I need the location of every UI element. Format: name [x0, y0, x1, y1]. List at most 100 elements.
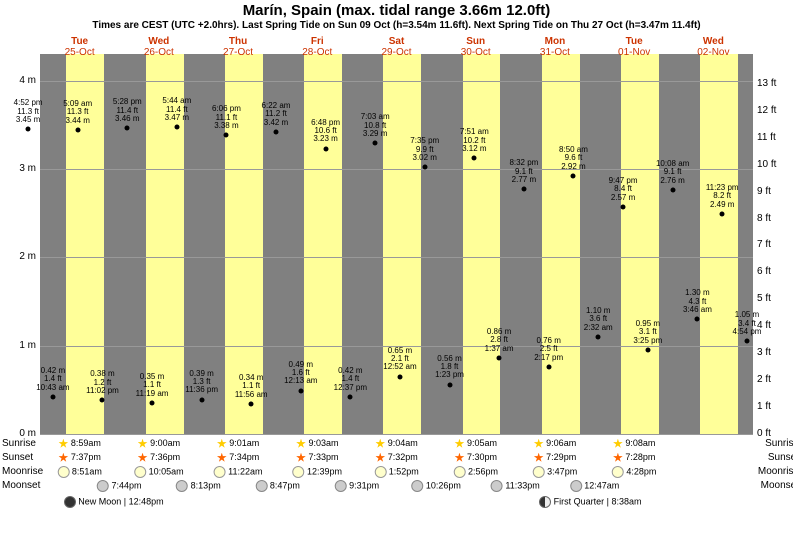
y-tick-ft: 6 ft	[757, 266, 793, 277]
tide-point	[571, 173, 576, 178]
tide-point	[348, 394, 353, 399]
day-header: Sun30-Oct	[451, 36, 501, 58]
footer-cell: 7:29pm	[534, 452, 577, 463]
high-tide-label: 6:48 pm10.6 ft3.23 m	[311, 119, 340, 144]
tide-point	[274, 129, 279, 134]
high-tide-label: 11:23 pm8.2 ft2.49 m	[706, 184, 739, 209]
footer-cell: 8:47pm	[255, 480, 300, 492]
low-tide-label: 1.30 m4.3 ft3:46 am	[683, 289, 712, 314]
day-header: Tue01-Nov	[609, 36, 659, 58]
footer-cell: 9:03am	[296, 438, 339, 449]
tide-point	[645, 348, 650, 353]
footer-cell: 9:01am	[217, 438, 260, 449]
day-header: Sat29-Oct	[372, 36, 422, 58]
tide-point	[447, 382, 452, 387]
high-tide-label: 5:44 am11.4 ft3.47 m	[162, 97, 191, 122]
footer-cell: 7:36pm	[138, 452, 181, 463]
low-tide-label: 0.56 m1.8 ft1:23 pm	[435, 355, 464, 380]
tide-point	[174, 125, 179, 130]
low-tide-label: 0.76 m2.5 ft2:17 pm	[534, 337, 563, 362]
footer-cell: 9:08am	[613, 438, 656, 449]
footer-cell: 7:44pm	[97, 480, 142, 492]
footer-cell: 7:34pm	[217, 452, 260, 463]
moon-phase: New Moon | 12:48pm	[64, 496, 164, 508]
footer-cell: 9:06am	[534, 438, 577, 449]
footer-cell: 7:30pm	[454, 452, 497, 463]
y-tick-ft: 3 ft	[757, 347, 793, 358]
tide-point	[26, 127, 31, 132]
y-tick-m: 4 m	[0, 75, 36, 86]
footer-cell: 2:56pm	[453, 466, 498, 478]
day-header: Fri28-Oct	[292, 36, 342, 58]
chart-title: Marín, Spain (max. tidal range 3.66m 12.…	[0, 2, 793, 19]
footer-cell: 10:26pm	[411, 480, 461, 492]
tide-point	[100, 398, 105, 403]
tide-chart: Marín, Spain (max. tidal range 3.66m 12.…	[0, 0, 793, 539]
low-tide-label: 0.38 m1.2 ft11:02 pm	[86, 370, 119, 395]
footer-cell: 1:52pm	[374, 466, 419, 478]
footer-cell: 8:13pm	[176, 480, 221, 492]
day-header: Thu27-Oct	[213, 36, 263, 58]
y-tick-ft: 10 ft	[757, 159, 793, 170]
tide-point	[125, 126, 130, 131]
low-tide-label: 0.42 m1.4 ft12:37 pm	[334, 367, 367, 392]
low-tide-label: 0.95 m3.1 ft3:25 pm	[633, 320, 662, 345]
footer-cell: 9:00am	[138, 438, 181, 449]
footer-cell: 12:47am	[570, 480, 620, 492]
footer-cell: 10:05am	[134, 466, 184, 478]
day-header: Tue25-Oct	[55, 36, 105, 58]
high-tide-label: 8:32 pm9.1 ft2.77 m	[509, 159, 538, 184]
tide-point	[75, 128, 80, 133]
tide-point	[596, 334, 601, 339]
tide-point	[422, 165, 427, 170]
low-tide-label: 1.05 m3.4 ft4:54 pm	[733, 311, 762, 336]
footer-cell: 9:04am	[375, 438, 418, 449]
low-tide-label: 0.65 m2.1 ft12:52 am	[383, 347, 416, 372]
low-tide-label: 1.10 m3.6 ft2:32 am	[584, 307, 613, 332]
y-tick-ft: 12 ft	[757, 105, 793, 116]
day-header: Wed02-Nov	[688, 36, 738, 58]
tide-point	[373, 141, 378, 146]
tide-point	[472, 156, 477, 161]
y-tick-m: 3 m	[0, 163, 36, 174]
footer-cell: 8:51am	[57, 466, 102, 478]
tide-point	[199, 397, 204, 402]
high-tide-label: 4:52 pm11.3 ft3.45 m	[14, 99, 43, 124]
low-tide-label: 0.86 m2.8 ft1:37 am	[485, 328, 514, 353]
tide-point	[745, 339, 750, 344]
high-tide-label: 9:47 pm8.4 ft2.57 m	[609, 177, 638, 202]
tide-point	[323, 146, 328, 151]
y-tick-ft: 5 ft	[757, 293, 793, 304]
tide-point	[224, 133, 229, 138]
low-tide-label: 0.49 m1.6 ft12:13 am	[284, 361, 317, 386]
footer-cell: 4:28pm	[612, 466, 657, 478]
tide-point	[150, 401, 155, 406]
y-tick-m: 1 m	[0, 340, 36, 351]
footer-cell: 7:33pm	[296, 452, 339, 463]
high-tide-label: 6:06 pm11.1 ft3.38 m	[212, 105, 241, 130]
tide-point	[298, 388, 303, 393]
high-tide-label: 7:51 am10.2 ft3.12 m	[460, 128, 489, 153]
y-tick-m: 2 m	[0, 251, 36, 262]
tide-point	[720, 211, 725, 216]
footer-cell: 3:47pm	[533, 466, 578, 478]
chart-subtitle: Times are CEST (UTC +2.0hrs). Last Sprin…	[0, 20, 793, 31]
tide-point	[50, 394, 55, 399]
tide-point	[621, 204, 626, 209]
tide-point	[497, 356, 502, 361]
footer-cell: 8:59am	[58, 438, 101, 449]
high-tide-label: 8:50 am9.6 ft2.92 m	[559, 146, 588, 171]
y-tick-ft: 11 ft	[757, 132, 793, 143]
day-header: Wed26-Oct	[134, 36, 184, 58]
high-tide-label: 7:35 pm9.9 ft3.02 m	[410, 137, 439, 162]
high-tide-label: 10:08 am9.1 ft2.76 m	[656, 160, 689, 185]
tide-point	[397, 374, 402, 379]
y-tick-ft: 13 ft	[757, 78, 793, 89]
footer-cell: 11:33pm	[491, 480, 540, 492]
high-tide-label: 5:09 am11.3 ft3.44 m	[63, 100, 92, 125]
tide-point	[670, 188, 675, 193]
y-tick-ft: 1 ft	[757, 401, 793, 412]
high-tide-label: 6:22 am11.2 ft3.42 m	[262, 102, 291, 127]
footer-cell: 9:31pm	[335, 480, 380, 492]
low-tide-label: 0.39 m1.3 ft11:36 pm	[185, 370, 218, 395]
